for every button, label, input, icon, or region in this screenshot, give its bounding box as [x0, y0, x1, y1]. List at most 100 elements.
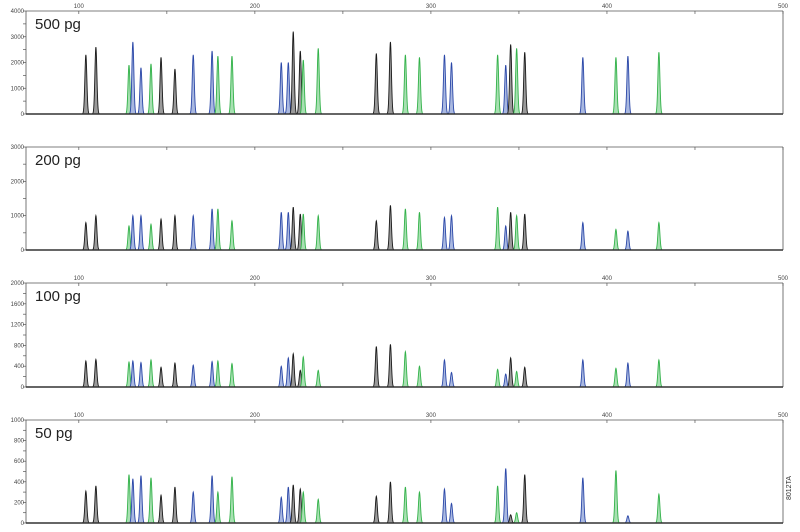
peak-blue	[276, 212, 286, 251]
y-tick-label: 0	[21, 521, 25, 527]
peak-black	[371, 346, 381, 388]
y-tick-label: 800	[14, 439, 25, 445]
peak-black	[385, 41, 395, 115]
peak-green	[227, 476, 237, 524]
peak-green	[493, 368, 503, 388]
peak-black	[170, 361, 180, 388]
peak-blue	[128, 41, 138, 115]
x-tick-label: 400	[602, 276, 613, 282]
peak-black	[91, 485, 101, 524]
peak-blue	[578, 477, 588, 524]
x-tick-label: 100	[74, 276, 85, 282]
y-tick-label: 400	[14, 480, 25, 486]
x-tick-label: 200	[250, 413, 261, 419]
peak-green	[512, 48, 522, 115]
y-tick-label: 600	[14, 459, 25, 465]
peak-green	[400, 54, 410, 115]
peak-black	[371, 219, 381, 251]
peak-blue	[623, 361, 633, 388]
peak-blue	[501, 468, 511, 524]
peak-black	[385, 481, 395, 524]
peak-black	[81, 489, 91, 524]
peak-blue	[207, 475, 217, 524]
peak-blue	[136, 361, 146, 388]
panel-title: 50 pg	[35, 425, 73, 442]
peak-black	[371, 53, 381, 115]
x-tick-label: 500	[778, 4, 789, 10]
peak-black	[520, 474, 530, 524]
y-tick-label: 3000	[11, 145, 25, 151]
y-tick-label: 1000	[11, 86, 25, 92]
peak-blue	[188, 54, 198, 115]
figure-id-label: 8012TA	[786, 476, 793, 500]
y-tick-label: 1000	[11, 418, 25, 424]
peak-green	[146, 477, 156, 524]
peak-green	[493, 485, 503, 524]
x-tick-label: 100	[74, 4, 85, 10]
x-tick-label: 200	[250, 276, 261, 282]
peak-blue	[207, 360, 217, 388]
peak-blue	[207, 208, 217, 251]
peak-blue	[440, 358, 449, 388]
panel-title: 500 pg	[35, 16, 81, 33]
peak-green	[654, 358, 664, 388]
peak-green	[512, 512, 522, 524]
peak-blue	[447, 62, 456, 115]
y-tick-label: 3000	[11, 35, 25, 41]
peak-black	[156, 217, 166, 251]
panel-title: 200 pg	[35, 152, 81, 169]
peak-green	[146, 222, 156, 251]
peak-green	[512, 370, 522, 388]
peak-green	[213, 208, 223, 251]
peak-green	[400, 486, 410, 524]
peak-black	[170, 68, 180, 115]
peak-blue	[623, 515, 633, 524]
peak-black	[91, 46, 101, 115]
peak-blue	[447, 371, 456, 388]
peak-green	[415, 212, 424, 251]
peak-green	[415, 490, 424, 524]
peak-black	[371, 494, 381, 524]
peak-green	[654, 492, 664, 524]
peak-blue	[136, 475, 146, 524]
y-tick-label: 2000	[11, 179, 25, 185]
peak-green	[512, 213, 522, 251]
peak-black	[385, 205, 395, 251]
peak-blue	[578, 57, 588, 115]
y-tick-label: 1200	[11, 323, 25, 329]
panel-title: 100 pg	[35, 288, 81, 305]
y-tick-label: 2000	[11, 281, 25, 287]
peak-black	[170, 213, 180, 251]
peak-blue	[440, 215, 449, 251]
peak-black	[385, 344, 395, 388]
peak-green	[313, 213, 323, 251]
peak-green	[227, 362, 237, 388]
peak-blue	[276, 365, 286, 388]
y-tick-label: 0	[21, 112, 25, 118]
peak-green	[611, 57, 621, 115]
peak-green	[493, 54, 503, 115]
peak-black	[81, 359, 91, 388]
y-tick-label: 0	[21, 385, 25, 391]
y-tick-label: 0	[21, 248, 25, 254]
peak-blue	[207, 50, 217, 115]
x-tick-label: 200	[250, 4, 261, 10]
peak-blue	[136, 67, 146, 115]
peak-black	[156, 57, 166, 115]
peak-blue	[447, 213, 456, 251]
peak-green	[611, 228, 621, 251]
panel-3: 100 200 300 400 500 0 400 800 1200 1600 2000 100 pg	[11, 276, 789, 391]
x-tick-label: 400	[602, 413, 613, 419]
peak-green	[146, 358, 156, 388]
y-tick-label: 4000	[11, 9, 25, 15]
peak-green	[415, 365, 424, 388]
peak-green	[213, 490, 223, 524]
peak-blue	[188, 364, 198, 388]
peak-black	[81, 221, 91, 251]
y-tick-label: 400	[14, 364, 25, 370]
peak-blue	[623, 55, 633, 115]
peak-black	[520, 366, 530, 388]
peak-blue	[188, 213, 198, 251]
peak-black	[156, 493, 166, 524]
peak-green	[146, 63, 156, 115]
